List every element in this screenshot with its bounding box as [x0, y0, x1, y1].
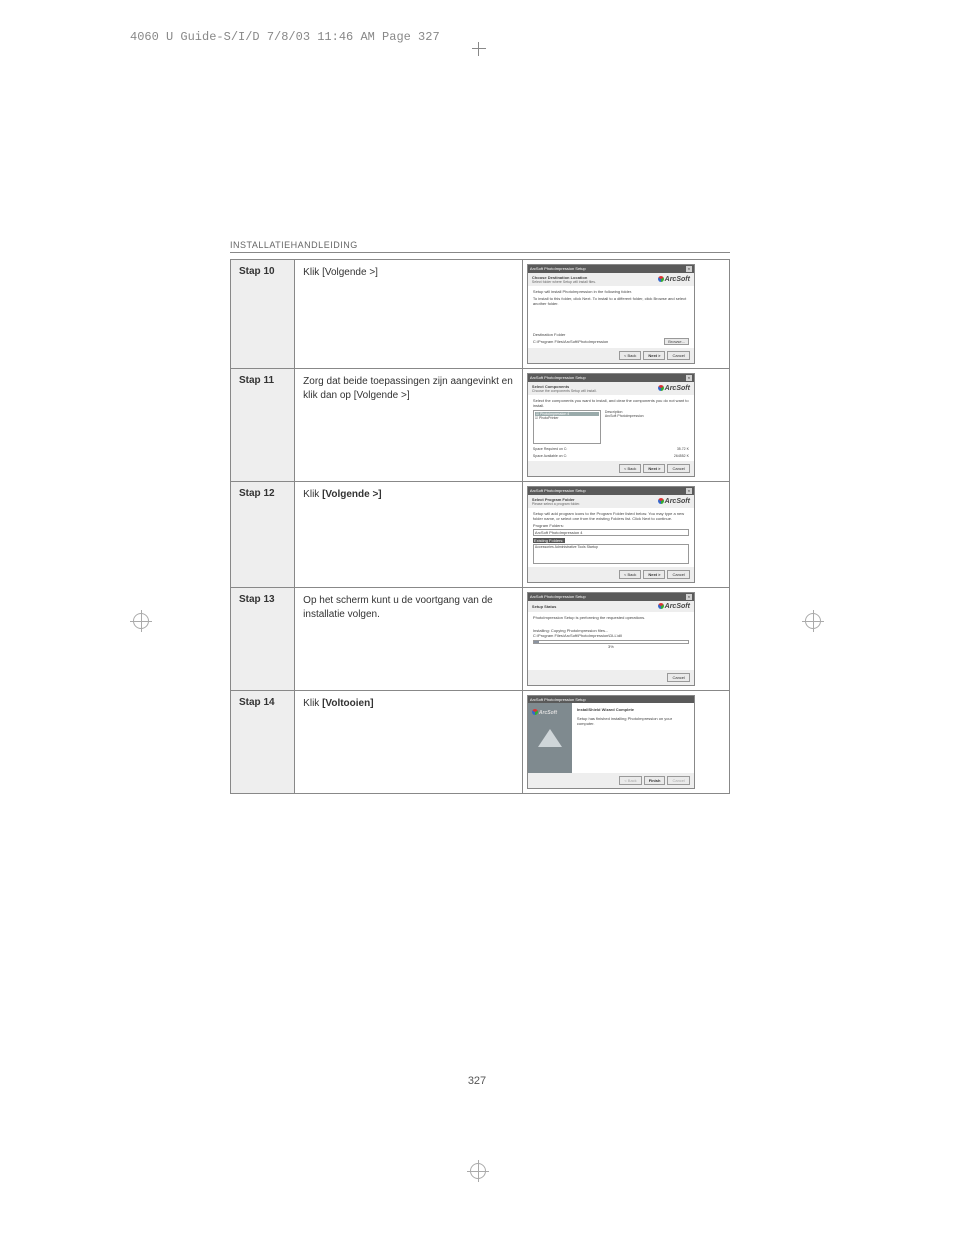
close-icon[interactable]: ×	[686, 488, 692, 494]
progress-percent: 3%	[533, 644, 689, 649]
back-button: < Back	[619, 776, 641, 785]
table-row: Stap 13 Op het scherm kunt u de voortgan…	[231, 588, 730, 691]
install-path: C:\Program Files\ArcSoft\PhotoImpression…	[533, 633, 689, 638]
cancel-button[interactable]: Cancel	[667, 464, 689, 473]
dialog-body-text: Setup will install PhotoImpression in th…	[533, 289, 689, 294]
component-list[interactable]: ☑ PhotoImpression 4 ☑ PhotoPrinter	[533, 410, 601, 444]
next-button[interactable]: Next >	[643, 351, 665, 360]
step-label: Stap 10	[231, 260, 295, 369]
step-label: Stap 11	[231, 369, 295, 482]
dialog-body-text: To install to this folder, click Next. T…	[533, 296, 689, 306]
crop-mark-right	[802, 610, 824, 632]
step-desc-bold: [Voltooien]	[322, 698, 373, 709]
installer-dialog: ArcSoft PhotoImpression Setup × Setup St…	[527, 592, 695, 686]
table-row: Stap 14 Klik [Voltooien] ArcSoft PhotoIm…	[231, 691, 730, 794]
step-desc: Zorg dat beide toepassingen zijn aangevi…	[295, 369, 523, 482]
cancel-button[interactable]: Cancel	[667, 570, 689, 579]
space-available-label: Space Available on C:	[533, 454, 567, 458]
step-label: Stap 13	[231, 588, 295, 691]
dest-folder-label: Destination Folder	[533, 332, 689, 337]
arcsoft-logo: ArcSoft	[658, 603, 690, 610]
arcsoft-logo: ArcSoft	[658, 498, 690, 505]
program-folder-input[interactable]: ArcSoft PhotoImpression 4	[533, 529, 689, 536]
dialog-title: ArcSoft PhotoImpression Setup	[530, 697, 586, 702]
back-button[interactable]: < Back	[619, 351, 641, 360]
step-desc: Klik [Volgende >]	[295, 482, 523, 588]
step-desc-pre: Klik	[303, 489, 322, 500]
step-desc-pre: Klik	[303, 698, 322, 709]
dialog-subheading: Please select a program folder.	[532, 502, 580, 506]
step-desc-bold: [Volgende >]	[322, 489, 382, 500]
crop-mark-left	[130, 610, 152, 632]
installer-dialog: ArcSoft PhotoImpression Setup ArcSoft In…	[527, 695, 695, 789]
step-label: Stap 14	[231, 691, 295, 794]
step-desc: Klik [Volgende >]	[295, 260, 523, 369]
installer-dialog: ArcSoft PhotoImpression Setup × Choose D…	[527, 264, 695, 364]
table-row: Stap 11 Zorg dat beide toepassingen zijn…	[231, 369, 730, 482]
section-title: INSTALLATIEHANDLEIDING	[230, 240, 730, 253]
table-row: Stap 12 Klik [Volgende >] ArcSoft PhotoI…	[231, 482, 730, 588]
dialog-heading: Setup Status	[532, 604, 556, 609]
space-available-value: 264552 K	[674, 454, 689, 458]
dialog-title: ArcSoft PhotoImpression Setup	[530, 375, 586, 381]
step-desc: Op het scherm kunt u de voortgang van de…	[295, 588, 523, 691]
progress-fill	[534, 641, 539, 643]
back-button[interactable]: < Back	[619, 570, 641, 579]
existing-folders-list[interactable]: Accessories Administrative Tools Startup	[533, 544, 689, 564]
close-icon[interactable]: ×	[686, 266, 692, 272]
page-number: 327	[0, 1075, 954, 1087]
dialog-title: ArcSoft PhotoImpression Setup	[530, 266, 586, 272]
dialog-body-text: Select the components you want to instal…	[533, 398, 689, 408]
space-required-label: Space Required on C:	[533, 447, 567, 451]
cancel-button: Cancel	[667, 776, 689, 785]
dialog-subheading: Select folder where Setup will install f…	[532, 280, 596, 284]
arcsoft-logo: ArcSoft	[658, 385, 690, 392]
step-label: Stap 12	[231, 482, 295, 588]
cancel-button[interactable]: Cancel	[667, 351, 689, 360]
dialog-title: ArcSoft PhotoImpression Setup	[530, 488, 586, 494]
installer-dialog: ArcSoft PhotoImpression Setup × Select P…	[527, 486, 695, 583]
dest-folder-path: C:\Program Files\ArcSoft\PhotoImpression	[533, 339, 608, 344]
back-button[interactable]: < Back	[619, 464, 641, 473]
finish-button[interactable]: Finish	[644, 776, 666, 785]
dialog-subheading: Choose the components Setup will install…	[532, 389, 597, 393]
program-folder-label: Program Folders:	[533, 523, 689, 528]
next-button[interactable]: Next >	[643, 464, 665, 473]
wizard-side-image: ArcSoft	[528, 703, 572, 773]
arcsoft-logo: ArcSoft	[532, 709, 557, 716]
space-required-value: 35.72 K	[677, 447, 689, 451]
close-icon[interactable]: ×	[686, 375, 692, 381]
next-button[interactable]: Next >	[643, 570, 665, 579]
table-row: Stap 10 Klik [Volgende >] ArcSoft PhotoI…	[231, 260, 730, 369]
close-icon[interactable]: ×	[686, 594, 692, 600]
browse-button[interactable]: Browse...	[664, 338, 689, 345]
dialog-body-text: PhotoImpression Setup is performing the …	[533, 615, 689, 620]
arcsoft-logo: ArcSoft	[658, 276, 690, 283]
crop-mark-bottom	[467, 1160, 489, 1182]
component-item[interactable]: ☑ PhotoPrinter	[535, 416, 599, 420]
step-desc: Klik [Voltooien]	[295, 691, 523, 794]
dialog-body-text: Setup has finished installing PhotoImpre…	[577, 716, 689, 726]
dialog-body-text: Setup will add program icons to the Prog…	[533, 511, 689, 521]
dialog-title: ArcSoft PhotoImpression Setup	[530, 594, 586, 600]
existing-folders-label: Existing Folders:	[533, 538, 565, 543]
dialog-heading: InstallShield Wizard Complete	[577, 707, 689, 712]
cancel-button[interactable]: Cancel	[667, 673, 689, 682]
crop-mark-top	[472, 42, 486, 56]
component-desc-text: ArcSoft PhotoImpression	[605, 414, 689, 418]
installer-dialog: ArcSoft PhotoImpression Setup × Select C…	[527, 373, 695, 477]
steps-table: Stap 10 Klik [Volgende >] ArcSoft PhotoI…	[230, 259, 730, 794]
